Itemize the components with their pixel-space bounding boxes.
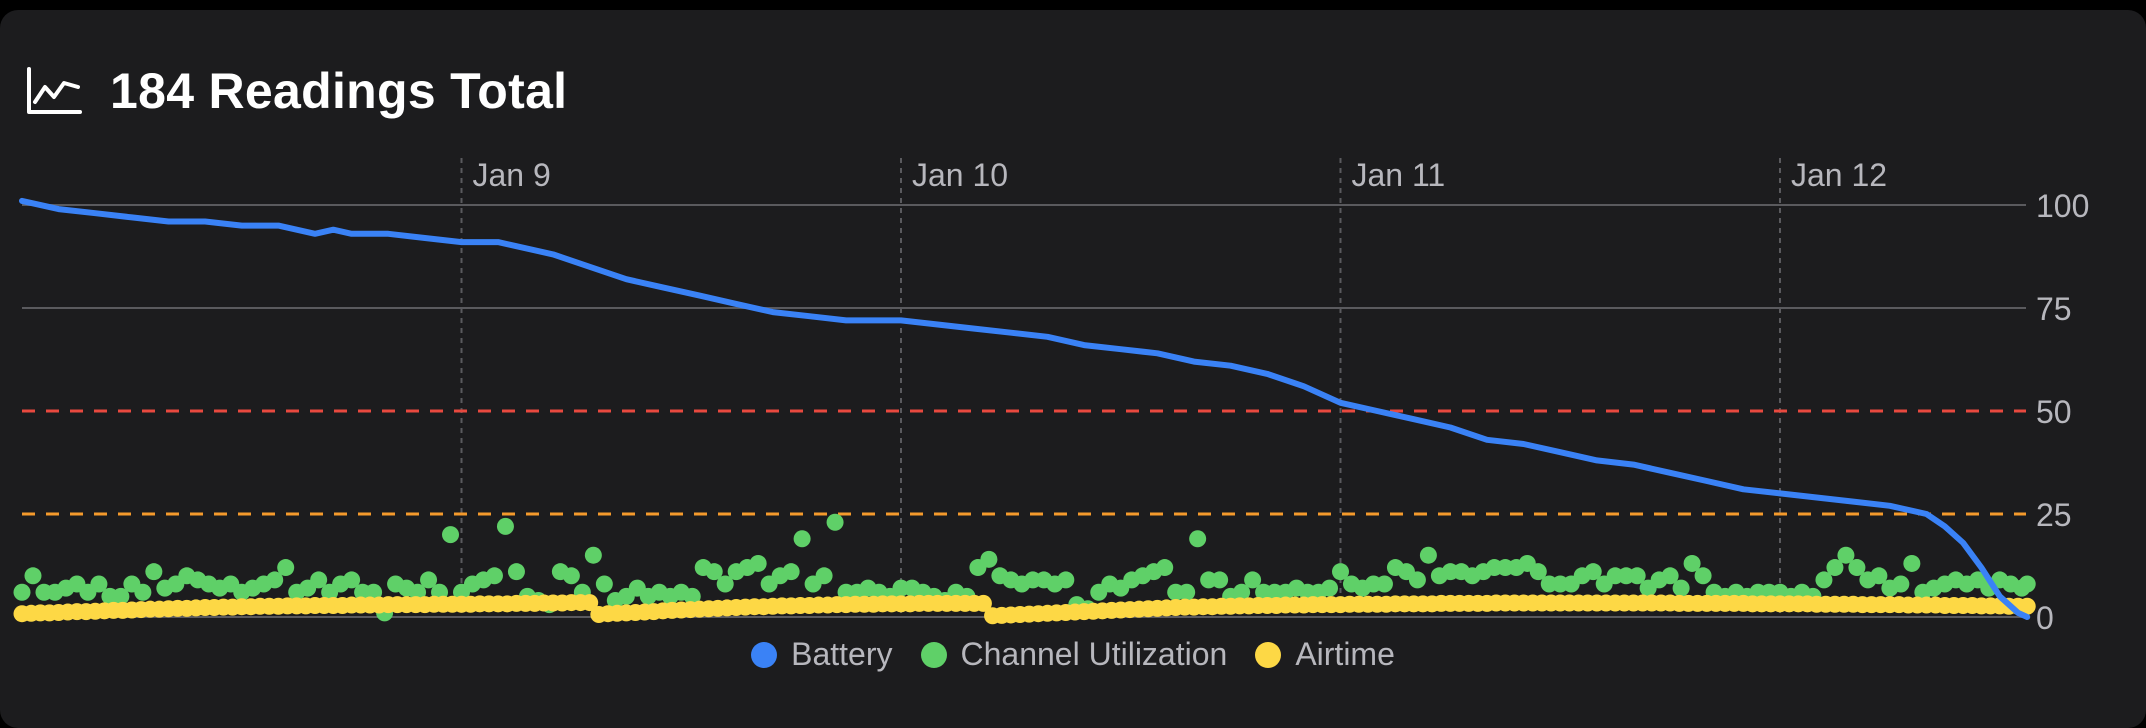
channel-utilization-point bbox=[1529, 563, 1547, 581]
channel-utilization-point bbox=[1870, 567, 1888, 585]
channel-utilization-point bbox=[365, 583, 383, 601]
channel-utilization-point bbox=[496, 517, 514, 535]
channel-utilization-point bbox=[112, 587, 130, 605]
y-tick-label: 75 bbox=[2036, 291, 2072, 327]
channel-utilization-point bbox=[1837, 546, 1855, 564]
channel-utilization-point bbox=[815, 567, 833, 585]
channel-utilization-point bbox=[1683, 554, 1701, 572]
legend-label-battery: Battery bbox=[791, 636, 893, 672]
legend-label-channel-utilization: Channel Utilization bbox=[960, 636, 1228, 672]
channel-utilization-point bbox=[1178, 583, 1196, 601]
channel-utilization-series bbox=[13, 513, 2036, 622]
channel-utilization-point bbox=[826, 513, 844, 531]
channel-utilization-point bbox=[793, 530, 811, 548]
channel-utilization-point bbox=[980, 550, 998, 568]
channel-utilization-point bbox=[1332, 563, 1349, 581]
channel-utilization-point bbox=[749, 554, 767, 572]
airtime-point bbox=[581, 594, 599, 612]
y-tick-label: 0 bbox=[2036, 600, 2054, 636]
legend-item-channel-utilization[interactable]: Channel Utilization bbox=[920, 636, 1228, 673]
channel-utilization-point bbox=[683, 587, 701, 605]
channel-utilization-point bbox=[343, 571, 361, 589]
airtime-point bbox=[974, 594, 992, 612]
channel-utilization-point bbox=[1661, 567, 1679, 585]
channel-utilization-point bbox=[277, 559, 295, 577]
y-tick-label: 50 bbox=[2036, 394, 2072, 430]
threshold-layer bbox=[22, 409, 2026, 516]
channel-utilization-point bbox=[1211, 571, 1229, 589]
x-tick-label: Jan 12 bbox=[1791, 157, 1887, 193]
channel-utilization-point bbox=[13, 583, 31, 601]
channel-utilization-point bbox=[705, 563, 723, 581]
airtime-series bbox=[13, 594, 2036, 625]
channel-utilization-point bbox=[1375, 575, 1393, 593]
channel-utilization-point bbox=[1233, 583, 1251, 601]
channel-utilization-point bbox=[1672, 579, 1690, 597]
battery-line bbox=[19, 197, 2031, 620]
channel-utilization-point bbox=[145, 563, 163, 581]
channel-utilization-point bbox=[1903, 554, 1921, 572]
chart-legend: Battery Channel Utilization Airtime bbox=[0, 636, 2146, 673]
channel-utilization-point bbox=[1321, 579, 1339, 597]
x-tick-label: Jan 9 bbox=[473, 157, 551, 193]
channel-utilization-point bbox=[1848, 559, 1866, 577]
legend-item-battery[interactable]: Battery bbox=[751, 636, 893, 673]
axis-labels: 0 25 50 75 100 Jan 9 Jan 10 Jan 11 Jan 12 bbox=[473, 157, 2090, 636]
airtime-legend-dot bbox=[1255, 641, 1282, 668]
channel-utilization-legend-dot bbox=[920, 641, 947, 668]
x-tick-label: Jan 10 bbox=[912, 157, 1008, 193]
channel-utilization-point bbox=[90, 575, 108, 593]
channel-utilization-point bbox=[1408, 571, 1426, 589]
battery-series bbox=[19, 197, 2031, 620]
y-tick-label: 25 bbox=[2036, 497, 2072, 533]
channel-utilization-point bbox=[1244, 571, 1262, 589]
channel-utilization-point bbox=[266, 571, 284, 589]
channel-utilization-point bbox=[1419, 546, 1437, 564]
grid-layer bbox=[22, 158, 2026, 618]
legend-item-airtime[interactable]: Airtime bbox=[1255, 636, 1395, 673]
chart-header: 184 Readings Total bbox=[26, 62, 567, 120]
y-tick-label: 100 bbox=[2036, 188, 2089, 224]
x-tick-label: Jan 11 bbox=[1352, 157, 1446, 193]
channel-utilization-point bbox=[507, 563, 525, 581]
channel-utilization-point bbox=[24, 567, 42, 585]
channel-utilization-point bbox=[1694, 567, 1712, 585]
channel-utilization-point bbox=[562, 567, 580, 585]
chart-title: 184 Readings Total bbox=[110, 63, 568, 119]
channel-utilization-point bbox=[2018, 575, 2036, 593]
channel-utilization-point bbox=[134, 583, 152, 601]
channel-utilization-point bbox=[420, 571, 438, 589]
battery-legend-dot bbox=[751, 641, 778, 668]
channel-utilization-point bbox=[1815, 571, 1833, 589]
channel-utilization-point bbox=[310, 571, 328, 589]
channel-utilization-point bbox=[1057, 571, 1075, 589]
channel-utilization-point bbox=[485, 567, 503, 585]
channel-utilization-point bbox=[1826, 559, 1844, 577]
channel-utilization-point bbox=[584, 546, 602, 564]
channel-utilization-point bbox=[1584, 563, 1602, 581]
channel-utilization-point bbox=[1628, 567, 1646, 585]
channel-utilization-point bbox=[782, 563, 800, 581]
line-chart-icon bbox=[26, 67, 82, 115]
channel-utilization-point bbox=[595, 575, 613, 593]
channel-utilization-point bbox=[442, 526, 460, 544]
channel-utilization-point bbox=[1189, 530, 1207, 548]
channel-utilization-point bbox=[1892, 575, 1910, 593]
airtime-point bbox=[2018, 597, 2036, 615]
channel-utilization-point bbox=[716, 575, 734, 593]
channel-utilization-point bbox=[1156, 559, 1174, 577]
legend-label-airtime: Airtime bbox=[1295, 636, 1395, 672]
